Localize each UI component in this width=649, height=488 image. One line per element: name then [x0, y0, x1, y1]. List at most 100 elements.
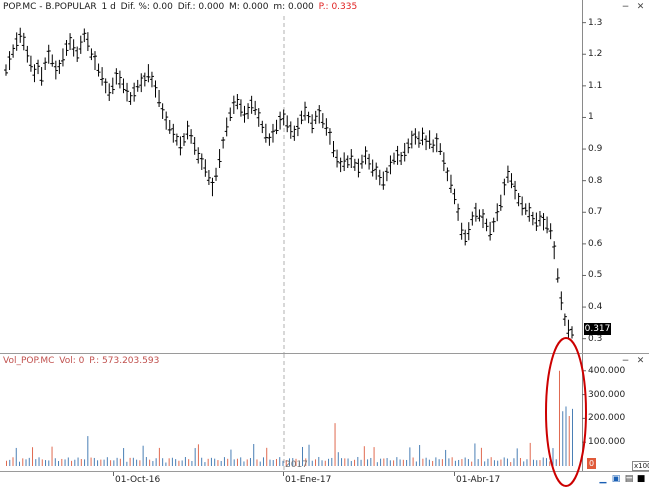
volume-tick-label: 100.000 — [588, 437, 626, 448]
price-bar — [534, 212, 539, 231]
dif-label: Dif.: 0.000 — [177, 2, 225, 12]
volume-bar — [367, 459, 369, 466]
volume-bar — [341, 458, 343, 466]
volume-bar — [45, 460, 47, 466]
volume-bar — [428, 459, 430, 466]
price-plot[interactable] — [0, 0, 649, 353]
volume-bar — [334, 423, 336, 466]
volume-bar — [435, 457, 437, 466]
price-bar — [481, 209, 486, 229]
volume-bar — [425, 457, 427, 466]
price-bar — [502, 178, 507, 196]
price-tick-label: 0.4 — [588, 302, 603, 313]
price-bar — [238, 99, 243, 117]
hide-panel-button[interactable]: − — [621, 2, 630, 12]
price-bar — [210, 177, 215, 197]
price-bar — [473, 202, 478, 222]
fill-icon[interactable]: ■ — [636, 474, 646, 484]
price-bar — [199, 153, 204, 170]
volume-bar — [572, 408, 573, 466]
volume-bar — [298, 462, 300, 466]
price-tick-label: 1.3 — [588, 17, 603, 28]
close-volume-panel-button[interactable]: ✕ — [636, 356, 645, 366]
volume-bar — [48, 460, 50, 466]
volume-bar — [493, 460, 495, 466]
price-bar — [409, 130, 414, 149]
price-bar — [117, 70, 122, 89]
volume-bar — [100, 459, 102, 466]
price-bar — [267, 133, 272, 146]
price-bar — [185, 120, 190, 140]
price-bar — [57, 59, 62, 74]
price-bar — [18, 27, 23, 43]
volume-bar — [123, 448, 125, 466]
last-price-marker: 0.317 — [584, 323, 611, 335]
price-bar — [285, 115, 290, 133]
volume-bar — [149, 459, 151, 466]
volume-bar — [347, 458, 349, 466]
price-bar — [310, 114, 315, 134]
volume-bar — [201, 457, 203, 466]
volume-bar — [545, 458, 547, 466]
volume-bar — [337, 452, 339, 466]
price-bar — [164, 111, 169, 130]
price-bar — [338, 157, 343, 173]
price-bar — [484, 218, 489, 232]
volume-bar — [25, 459, 27, 466]
price-bar — [14, 32, 19, 51]
volume-bar — [376, 462, 378, 466]
volume-bar — [565, 406, 567, 466]
price-bar — [114, 68, 119, 85]
price-bar — [505, 165, 510, 184]
price-bar — [363, 146, 368, 165]
volume-bar — [419, 445, 421, 466]
price-bar — [160, 103, 165, 119]
chart-type-icon[interactable]: ▁ — [599, 474, 607, 484]
price-bar — [370, 159, 375, 177]
price-bar — [46, 44, 51, 64]
price-bar — [530, 211, 535, 226]
price-bar — [488, 221, 493, 241]
price-bar — [416, 131, 421, 148]
volume-bar — [266, 447, 268, 466]
volume-bar — [262, 457, 264, 466]
close-panel-button[interactable]: ✕ — [636, 2, 645, 12]
volume-bar — [461, 459, 463, 466]
price-bar — [235, 93, 240, 110]
volume-bar — [253, 444, 255, 466]
volume-bar — [549, 461, 551, 466]
volume-plot[interactable] — [0, 354, 649, 472]
volume-bar — [510, 462, 512, 466]
price-bar — [146, 64, 151, 83]
volume-bar — [458, 459, 460, 466]
price-bar — [274, 119, 279, 135]
price-bar — [7, 51, 12, 71]
volume-bar — [158, 447, 160, 466]
price-bar — [256, 108, 261, 127]
volume-bar — [12, 457, 14, 466]
volume-bar — [84, 459, 86, 466]
save-icon[interactable]: ▣ — [611, 474, 621, 484]
volume-bar — [233, 459, 235, 466]
price-bar — [174, 133, 179, 146]
volume-name-label: Vol_POP.MC — [3, 356, 55, 366]
volume-bar — [184, 457, 186, 466]
volume-bar — [513, 458, 515, 466]
price-chart-panel[interactable]: POP.MC - B.POPULAR 1 d Dif. %: 0.00 Dif.… — [0, 0, 649, 353]
price-bar — [228, 107, 233, 122]
volume-bar — [210, 457, 212, 466]
price-bar — [377, 169, 382, 186]
price-bar — [192, 137, 197, 155]
price-bar — [39, 67, 44, 86]
volume-bar — [136, 459, 138, 466]
export-icon[interactable]: ▤ — [624, 474, 634, 484]
volume-bar — [93, 457, 95, 466]
price-bar — [470, 211, 475, 226]
hide-volume-panel-button[interactable]: − — [621, 356, 630, 366]
price-bar — [153, 80, 158, 98]
price-bar — [181, 133, 186, 146]
price-bar — [520, 196, 525, 216]
price-tick-label: 0.5 — [588, 270, 603, 281]
volume-bar — [448, 458, 450, 466]
volume-chart-panel[interactable]: Vol_POP.MC Vol: 0 P.: 573.203.593 400.00… — [0, 353, 649, 472]
